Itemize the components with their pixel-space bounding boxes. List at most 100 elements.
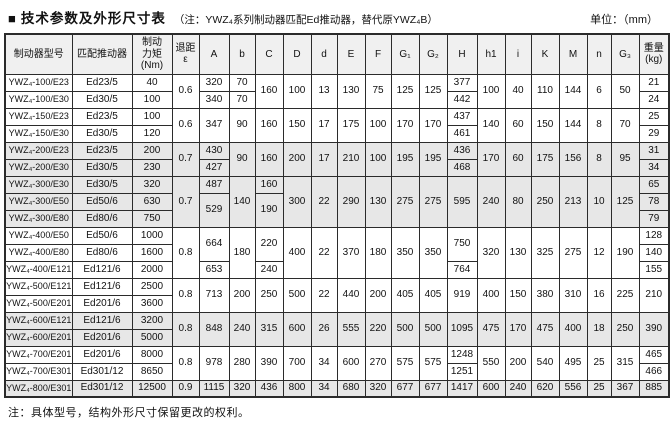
table-cell: 700: [282, 345, 312, 381]
table-cell: 13: [310, 73, 338, 109]
table-cell: 31: [638, 141, 670, 160]
table-cell: 442: [446, 90, 478, 109]
table-cell: 240: [228, 311, 256, 347]
table-cell: 320: [364, 379, 392, 398]
table-cell: 150: [504, 277, 532, 313]
table-cell: 677: [390, 379, 420, 398]
table-row: YWZ₄-800/E301 Ed301/12 12500 0.9 1115 320 436 8…: [4, 379, 670, 398]
table-cell: 1248: [446, 345, 478, 364]
column-header: C: [254, 33, 284, 75]
table-cell: 680: [336, 379, 366, 398]
table-cell: 0.8: [171, 345, 200, 381]
table-cell: 275: [418, 175, 448, 228]
table-cell: 144: [558, 73, 588, 109]
table-cell: 885: [638, 379, 670, 398]
table-cell: 125: [390, 73, 420, 109]
table-cell: 575: [390, 345, 420, 381]
table-row: YWZ₄-100/E23 Ed23/5 40 0.6 320 70 160 100 13 130 7…: [4, 73, 670, 109]
table-cell: 12500: [131, 379, 173, 398]
table-cell: 465: [638, 345, 670, 364]
table-cell: 475: [530, 311, 560, 347]
table-cell: 529: [198, 192, 230, 228]
table-cell: 80: [504, 175, 532, 228]
table-cell: 100: [364, 141, 392, 177]
table-cell: 5000: [131, 328, 173, 347]
table-cell: 60: [504, 107, 532, 143]
table-cell: YWZ₄-400/E80: [4, 243, 73, 262]
table-cell: 12: [586, 226, 612, 279]
table-cell: 290: [336, 175, 366, 228]
table-cell: 213: [558, 175, 588, 228]
table-cell: 65: [638, 175, 670, 194]
table-cell: Ed201/6: [71, 328, 133, 347]
column-header: 退距 ε: [171, 33, 200, 75]
table-cell: 240: [476, 175, 506, 228]
table-cell: 750: [446, 226, 478, 262]
table-cell: 367: [610, 379, 640, 398]
table-cell: 128: [638, 226, 670, 245]
table-cell: 200: [282, 141, 312, 177]
table-cell: Ed301/12: [71, 379, 133, 398]
table-cell: 60: [504, 141, 532, 177]
table-cell: 350: [418, 226, 448, 279]
table-body: YWZ₄-100/E23 Ed23/5 40 0.6 320 70 160 100 13 130 7…: [4, 73, 670, 398]
table-cell: 25: [586, 345, 612, 381]
table-cell: 150: [530, 107, 560, 143]
table-cell: Ed23/5: [71, 73, 133, 92]
table-cell: 170: [390, 107, 420, 143]
table-cell: 120: [131, 124, 173, 143]
table-cell: 430: [198, 141, 230, 160]
table-row: YWZ₄-600/E201 Ed201/6 5000: [4, 328, 669, 347]
table-cell: YWZ₄-300/E50: [4, 192, 73, 211]
table-cell: 75: [364, 73, 392, 109]
table-cell: 180: [228, 226, 256, 279]
title-bar: ■ 技术参数及外形尺寸表 （注：YWZ₄系列制动器匹配Ed推动器，替代原YWZ₄…: [8, 7, 664, 27]
table-cell: 600: [336, 345, 366, 381]
table-cell: 200: [364, 277, 392, 313]
table-cell: 275: [390, 175, 420, 228]
table-cell: 555: [336, 311, 366, 347]
column-header: 制动器型号: [4, 33, 73, 75]
column-header: D: [282, 33, 312, 75]
table-cell: 25: [586, 379, 612, 398]
table-cell: 540: [530, 345, 560, 381]
table-cell: 210: [336, 141, 366, 177]
table-cell: 556: [558, 379, 588, 398]
table-cell: 2000: [131, 260, 173, 279]
table-cell: 466: [638, 362, 670, 381]
table-cell: 160: [254, 141, 284, 177]
table-cell: 125: [418, 73, 448, 109]
table-cell: 100: [131, 90, 173, 109]
table-cell: Ed121/6: [71, 311, 133, 330]
table-cell: 3600: [131, 294, 173, 313]
table-cell: Ed50/6: [71, 192, 133, 211]
table-cell: 140: [638, 243, 670, 262]
table-row: YWZ₄-200/E23 Ed23/5 200 0.7 430 90 160 200 17 210…: [4, 141, 670, 177]
table-cell: YWZ₄-400/E50: [4, 226, 73, 245]
table-cell: 320: [198, 73, 230, 92]
column-header: d: [310, 33, 338, 75]
table-cell: 377: [446, 73, 478, 92]
table-cell: Ed201/6: [71, 345, 133, 364]
table-cell: 8650: [131, 362, 173, 381]
table-cell: YWZ₄-150/E23: [4, 107, 73, 126]
table-cell: 175: [336, 107, 366, 143]
table-cell: 175: [530, 141, 560, 177]
section-bullet-icon: ■: [8, 11, 16, 26]
table-cell: 0.6: [171, 107, 200, 143]
table-row: YWZ₄-500/E121 Ed121/6 2500 0.8 713 200 250 500 2…: [4, 277, 670, 313]
table-cell: YWZ₄-150/E30: [4, 124, 73, 143]
table-cell: 180: [364, 226, 392, 279]
table-cell: 40: [131, 73, 173, 92]
table-cell: 100: [131, 107, 173, 126]
table-cell: 270: [364, 345, 392, 381]
table-row: YWZ₄-500/E201 Ed201/6 3600: [4, 294, 669, 313]
table-cell: YWZ₄-500/E121: [4, 277, 73, 296]
table-cell: 150: [282, 107, 312, 143]
table-cell: 1251: [446, 362, 478, 381]
table-cell: 195: [418, 141, 448, 177]
column-header: b: [228, 33, 256, 75]
column-header: G₁: [390, 33, 420, 75]
table-cell: 22: [310, 175, 338, 228]
